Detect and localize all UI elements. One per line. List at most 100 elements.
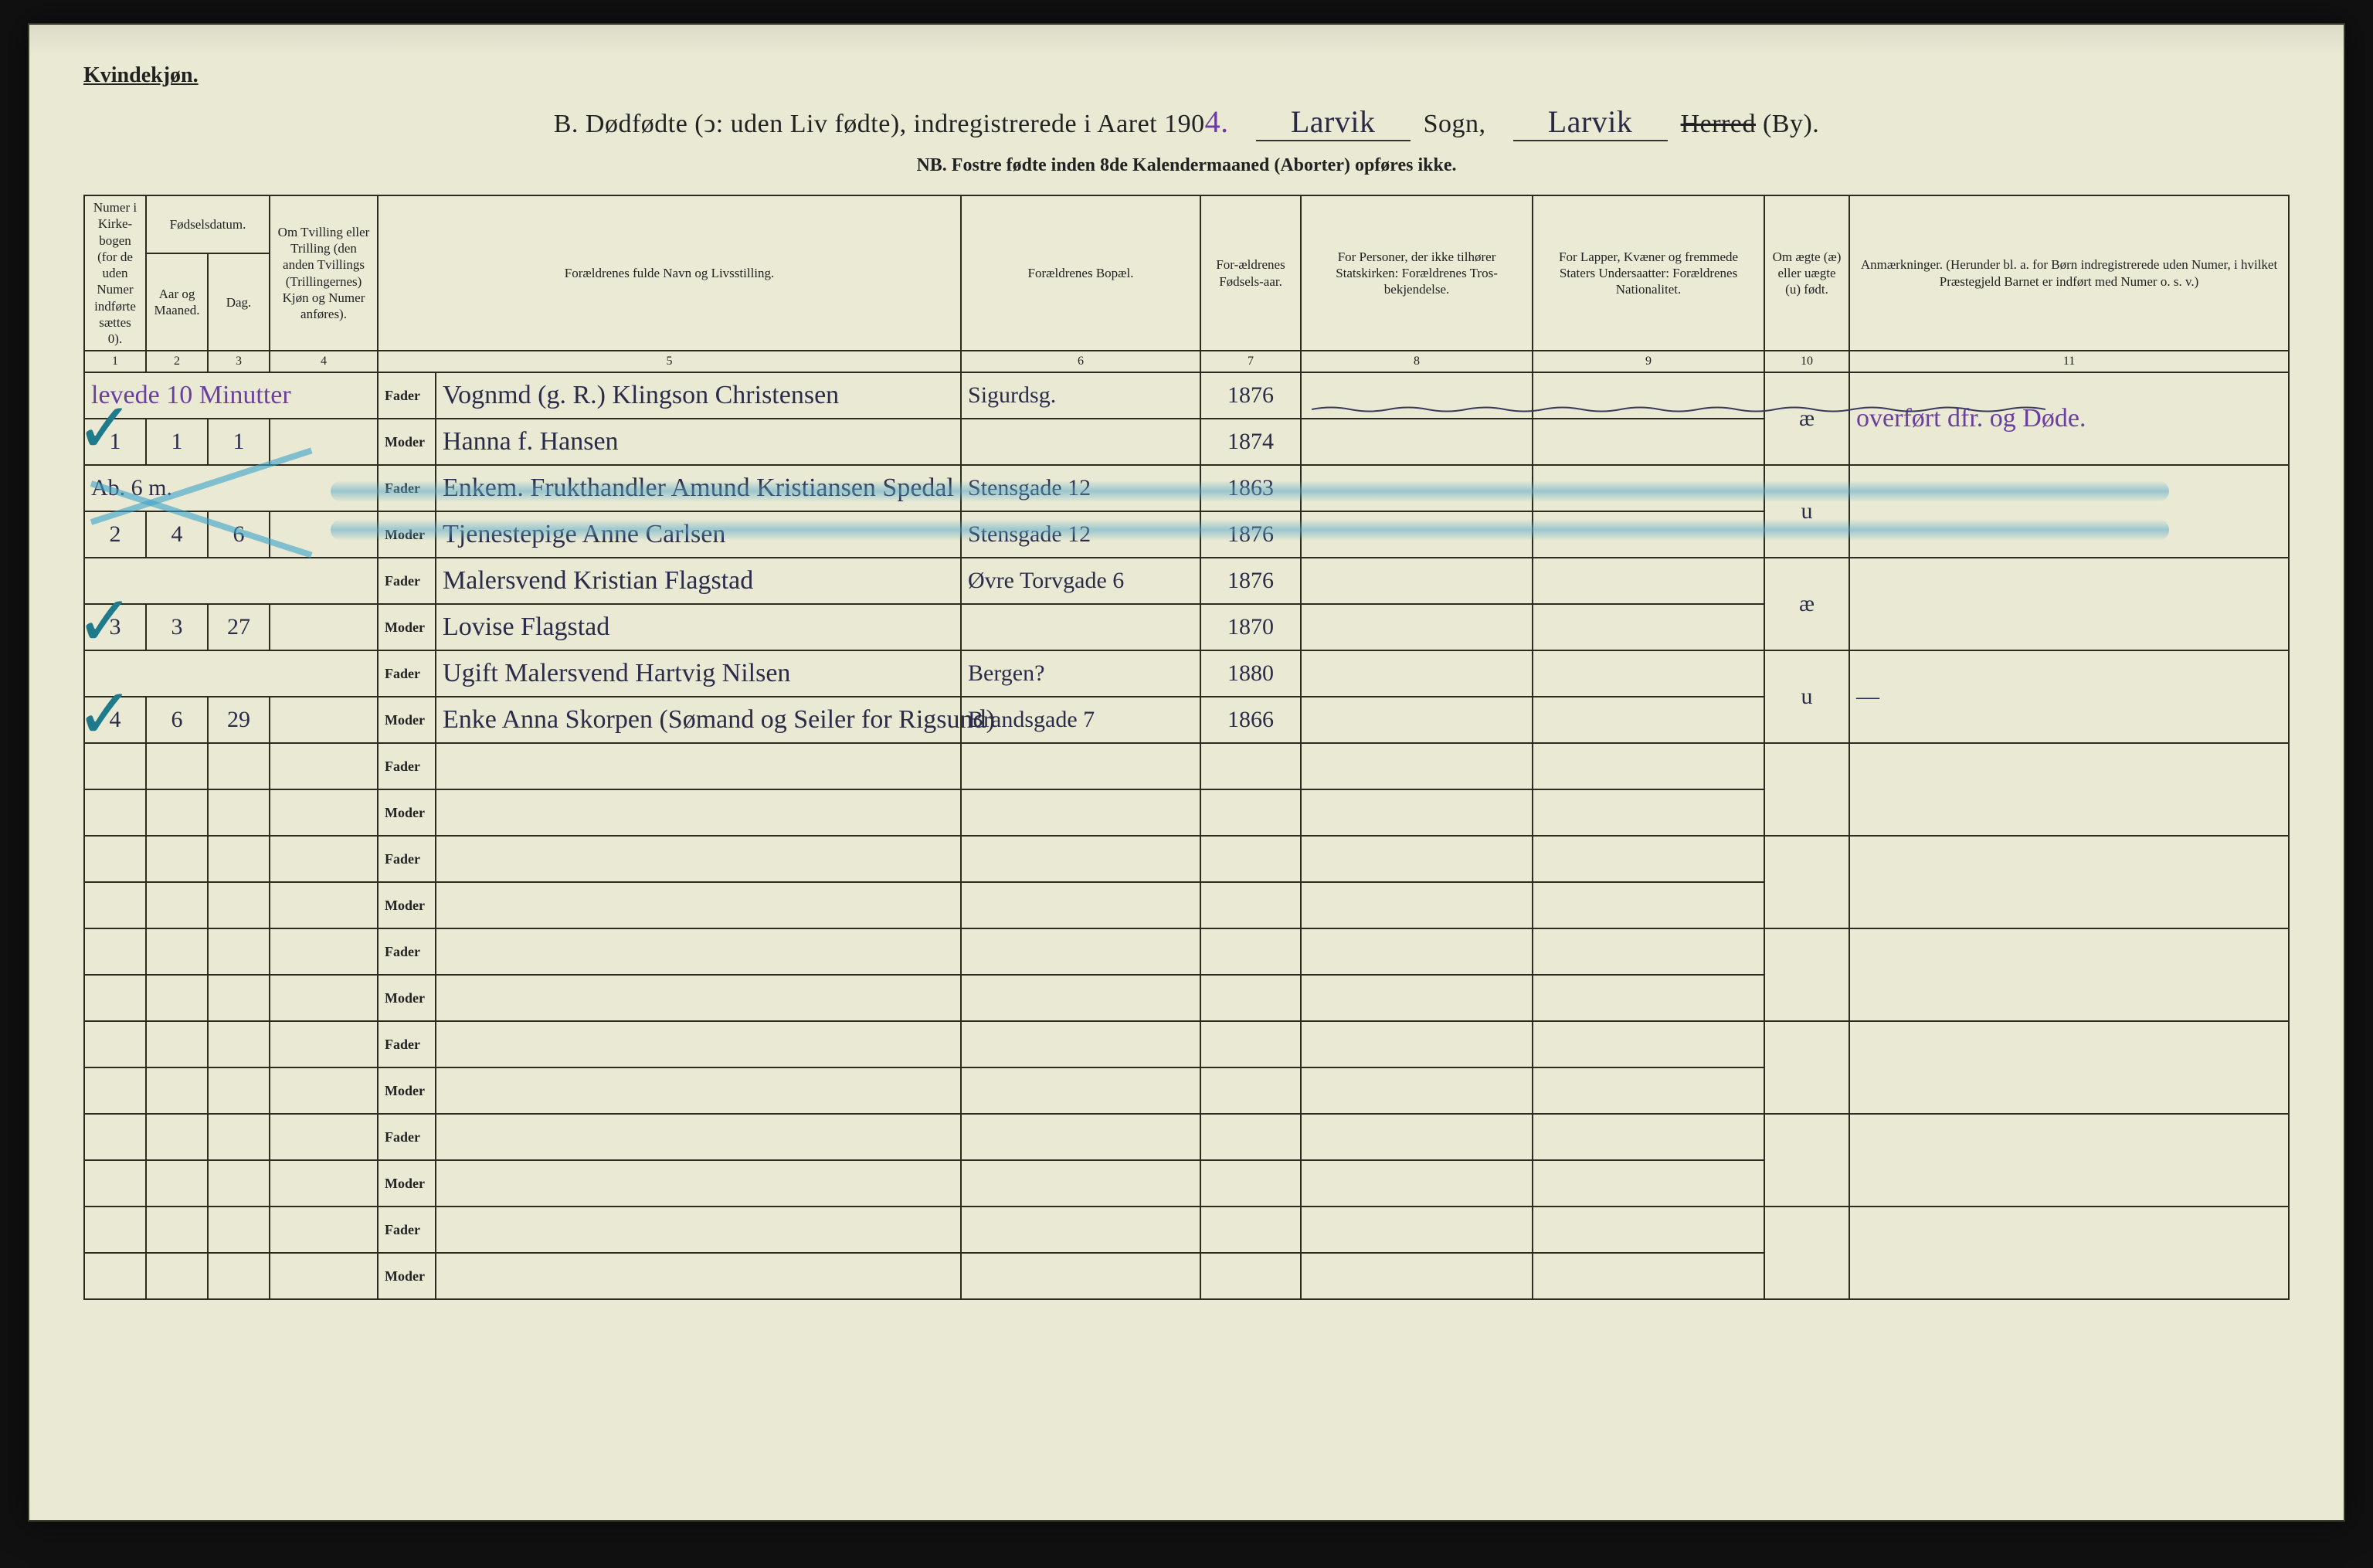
maaned-cell [146, 1114, 208, 1160]
aegte-cell: u [1764, 465, 1849, 558]
handwritten-text: Hanna f. Hansen [443, 427, 619, 456]
role-fader-cell: Fader [378, 928, 436, 975]
role-fader-cell: Fader [378, 1114, 436, 1160]
tros-cell [1301, 743, 1533, 789]
role-fader-cell: Fader [378, 743, 436, 789]
name-cell [436, 975, 961, 1021]
th-3: Dag. [208, 253, 270, 351]
tros-cell [1301, 465, 1533, 511]
colnum-8: 8 [1301, 351, 1533, 372]
maaned-cell [146, 1021, 208, 1067]
aar-cell [1200, 1160, 1301, 1207]
tvilling-cell [270, 1021, 378, 1067]
handwritten-text: Sigurdsg. [968, 382, 1056, 408]
handwritten-text: 29 [227, 707, 250, 732]
handwritten-text: Malersvend Kristian Flagstad [443, 566, 753, 595]
maaned-cell: 4 [146, 511, 208, 558]
handwritten-text: 1874 [1227, 429, 1274, 454]
dag-cell [208, 789, 270, 836]
anm-cell: overført dfr. og Døde. [1849, 372, 2289, 465]
sogn-field: Larvik [1256, 104, 1411, 141]
aar-cell: 1876 [1200, 558, 1301, 604]
fader-name-cell: Malersvend Kristian Flagstad [436, 558, 961, 604]
aegte-cell [1764, 928, 1849, 1021]
dag-cell [208, 1253, 270, 1299]
maaned-cell [146, 1067, 208, 1114]
aegte-cell: æ [1764, 558, 1849, 650]
num-cell [84, 836, 146, 882]
num-cell [84, 1207, 146, 1253]
tvilling-cell [270, 604, 378, 650]
nat-cell [1533, 975, 1764, 1021]
bopael-cell: Stensgade 12 [961, 511, 1200, 558]
handwritten-text: Lovise Flagstad [443, 613, 609, 641]
num-cell [84, 975, 146, 1021]
tvilling-cell [270, 836, 378, 882]
title-prefix: B. Dødfødte (ↄ: uden Liv fødte), indregi… [554, 110, 1205, 138]
aar-cell [1200, 882, 1301, 928]
maaned-cell [146, 1160, 208, 1207]
role-fader-cell: Fader [378, 1207, 436, 1253]
dag-cell [208, 836, 270, 882]
dag-cell: 6 [208, 511, 270, 558]
handwritten-text: Tjenestepige Anne Carlsen [443, 520, 725, 548]
aegte-cell [1764, 1021, 1849, 1114]
aar-cell: 1863 [1200, 465, 1301, 511]
tvilling-cell [270, 882, 378, 928]
maaned-cell [146, 836, 208, 882]
bopael-cell: Øvre Torvgade 6 [961, 558, 1200, 604]
handwritten-text: u [1801, 498, 1813, 524]
aar-cell [1200, 789, 1301, 836]
aar-cell [1200, 1067, 1301, 1114]
bopael-cell [961, 419, 1200, 465]
nat-cell [1533, 1067, 1764, 1114]
bopael-cell: Brandsgade 7 [961, 697, 1200, 743]
tvilling-cell [270, 1067, 378, 1114]
dag-cell: 1 [208, 419, 270, 465]
dag-cell [208, 1067, 270, 1114]
dag-cell: 29 [208, 697, 270, 743]
note-cell: levede 10 Minutter [84, 372, 378, 419]
colnum-10: 10 [1764, 351, 1849, 372]
herred-by: (By). [1756, 110, 1819, 138]
anm-cell: — [1849, 650, 2289, 743]
bopael-cell [961, 975, 1200, 1021]
num-cell: 1 [84, 419, 146, 465]
role-fader-cell: Fader [378, 1021, 436, 1067]
role-moder-cell: Moder [378, 975, 436, 1021]
handwritten-text: 1 [233, 429, 245, 454]
year-digit: 4. [1205, 104, 1229, 139]
handwritten-text: Ugift Malersvend Hartvig Nilsen [443, 659, 790, 687]
table-row: Ab. 6 m.FaderEnkem. Frukthandler Amund K… [84, 465, 2289, 511]
aar-cell [1200, 1114, 1301, 1160]
nat-cell [1533, 1021, 1764, 1067]
maaned-cell [146, 1253, 208, 1299]
aegte-cell [1764, 743, 1849, 836]
handwritten-text: overført dfr. og Døde. [1856, 404, 2086, 433]
bopael-cell [961, 1160, 1200, 1207]
anm-cell [1849, 743, 2289, 836]
role-fader-cell: Fader [378, 836, 436, 882]
th-fodsel: Fødselsdatum. [146, 195, 270, 253]
tros-cell [1301, 1207, 1533, 1253]
handwritten-text: 1863 [1227, 475, 1274, 501]
role-moder-cell: Moder [378, 882, 436, 928]
handwritten-text: — [1856, 684, 1879, 709]
fader-name-cell: Ugift Malersvend Hartvig Nilsen [436, 650, 961, 697]
nat-cell [1533, 419, 1764, 465]
handwritten-text: u [1801, 684, 1813, 709]
handwritten-text: 1880 [1227, 660, 1274, 686]
tros-cell [1301, 650, 1533, 697]
handwritten-text: 4 [171, 521, 183, 547]
aegte-cell: æ [1764, 372, 1849, 465]
table-body: levede 10 Minutter Fader Vognmd (g. R.) Kl… [84, 372, 2289, 1299]
role-moder-cell: Moder [378, 697, 436, 743]
aar-cell [1200, 1021, 1301, 1067]
anm-cell [1849, 1021, 2289, 1114]
tros-cell [1301, 372, 1533, 419]
nat-cell [1533, 1160, 1764, 1207]
tros-cell [1301, 419, 1533, 465]
handwritten-text: Vognmd (g. R.) Klingson Christensen [443, 381, 839, 409]
colnum-11: 11 [1849, 351, 2289, 372]
name-cell [436, 882, 961, 928]
